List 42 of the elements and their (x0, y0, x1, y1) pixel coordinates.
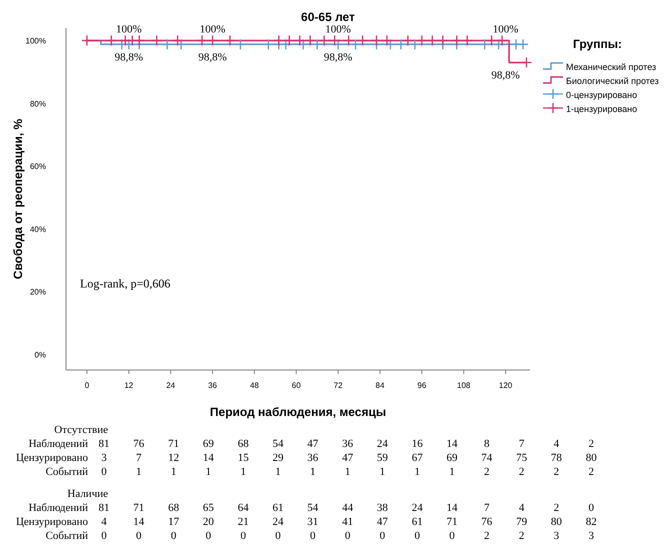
y-tick-label: 60% (30, 162, 46, 172)
y-tick-label: 100% (26, 36, 46, 46)
y-axis-title: Свобода от реоперации, % (11, 118, 25, 280)
x-tick-label: 36 (208, 381, 218, 390)
annotation: 98,8% (198, 51, 227, 64)
legend-label: Механический протез (566, 62, 656, 72)
text: Событий 0 1 1 1 1 1 1 1 1 1 1 2 2 2 2 (46, 466, 594, 478)
text: Цензурировано 3 7 12 14 15 29 36 47 59 67 69 74 75 78 80 (16, 452, 597, 464)
x-tick-label: 108 (457, 381, 471, 390)
annotation: 100% (325, 24, 351, 36)
x-tick-label: 12 (124, 381, 134, 390)
annotation: 98,8% (114, 51, 144, 64)
x-tick-label: 72 (334, 381, 344, 390)
annotation: 100% (200, 24, 226, 36)
annotation: Log-rank, p=0,606 (80, 276, 170, 291)
x-axis-title: Период наблюдения, месяцы (210, 405, 386, 419)
x-tick-label: 48 (250, 381, 260, 390)
x-tick-label: 60 (292, 381, 302, 390)
chart-title: 60-65 лет (301, 10, 356, 24)
annotation: 100% (492, 24, 518, 36)
legend-label: 0-цензурировано (566, 90, 638, 100)
legend-label: Биологический протез (566, 76, 659, 86)
y-tick-label: 20% (30, 288, 46, 297)
x-tick-label: 96 (417, 381, 427, 390)
text: Наличие (67, 488, 108, 500)
annotation: 98,8% (491, 70, 520, 82)
y-tick-label: 80% (30, 99, 46, 108)
x-tick-label: 24 (166, 381, 176, 390)
text: Наблюдений 81 71 68 65 64 61 54 44 38 24 14 7 4 2 0 (28, 502, 594, 514)
x-tick-label: 0 (84, 381, 90, 390)
legend-label: 1-цензурировано (566, 104, 638, 114)
legend-title: Группы: (573, 37, 622, 51)
annotation: 100% (116, 24, 142, 36)
y-tick-label: 0% (34, 350, 46, 360)
text: Событий 0 0 0 0 0 0 0 0 0 0 0 2 2 3 3 (46, 530, 594, 542)
y-tick-label: 40% (30, 224, 46, 234)
x-tick-label: 120 (498, 381, 513, 390)
text: Отсутствие (54, 424, 108, 436)
text: Цензурировано 4 14 17 20 21 24 31 41 47 61 71 76 79 80 82 (16, 516, 597, 528)
text: Наблюдений 81 76 71 69 68 54 47 36 24 16 14 8 7 4 2 (28, 438, 594, 450)
x-tick-label: 84 (376, 381, 385, 390)
annotation: 98,8% (324, 51, 352, 64)
